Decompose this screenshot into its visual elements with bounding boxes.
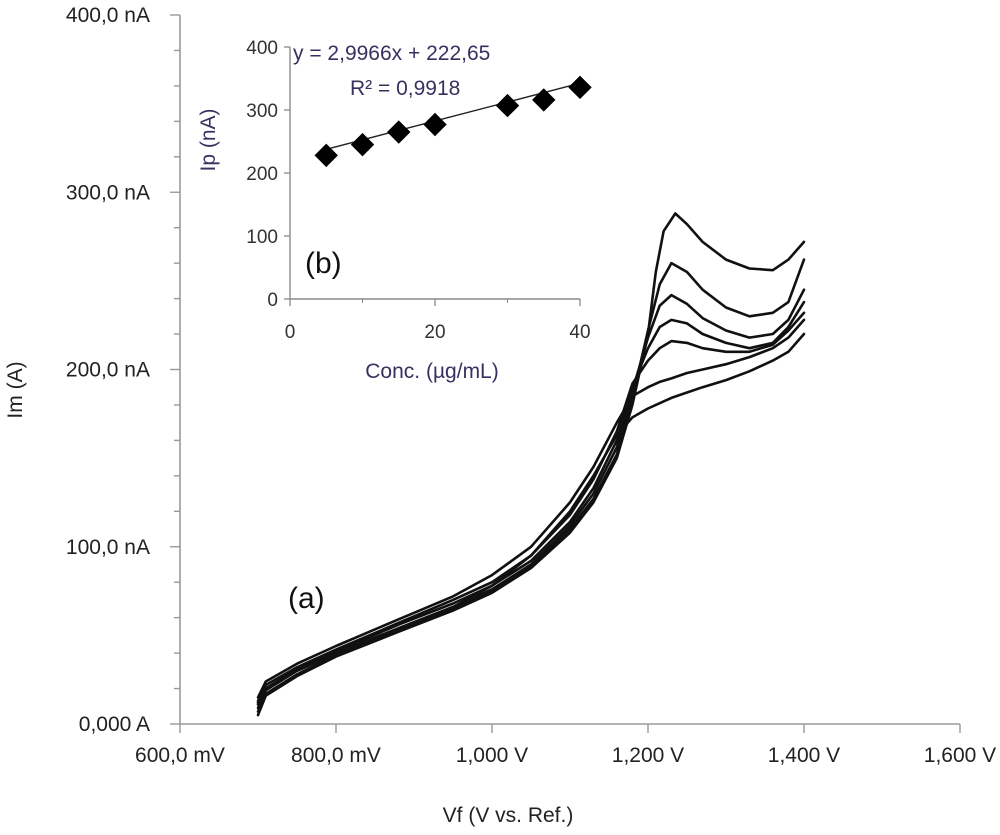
y-tick-label: 300,0 nA [66,181,150,204]
panel-label-a: (a) [288,582,325,615]
inset-panel [210,28,600,388]
inset-x-tick-label: 40 [569,322,590,343]
y-tick-label: 100,0 nA [66,536,150,559]
cv-curve-1 [256,212,806,717]
inset-data-point [495,93,520,118]
cv-curve-4 [256,300,806,706]
trendline-equation: y = 2,9966x + 222,65 [293,42,490,65]
inset-y-tick-label: 200 [246,164,278,185]
main-axes: 0,000 A 100,0 nA 200,0 nA 300,0 nA 400,0 nA 6… [66,4,996,767]
inset-y-tick-label: 0 [267,290,278,311]
inset-x-tick-label: 20 [424,322,445,343]
inset-data-point [387,120,411,144]
inset-data-point [568,75,592,100]
inset-background [210,28,600,388]
y-tick-label: 400,0 nA [66,4,150,27]
inset-y-tick-label: 100 [246,227,278,248]
main-y-axis-title: Im (A) [4,361,27,418]
inset-y-tick-label: 400 [246,38,278,59]
inset-data-point [314,143,338,168]
inset-y-tick-label: 300 [246,101,278,122]
inset-data-point [423,112,447,137]
x-tick-label: 1,400 V [768,744,840,767]
panel-label-b: (b) [305,247,342,280]
inset-x-tick-label: 0 [285,322,296,343]
cv-curve-7 [256,332,806,704]
inset-y-axis-title: Ip (nA) [197,108,220,171]
x-tick-label: 800,0 mV [291,744,381,767]
main-curves [256,212,806,717]
main-x-axis-title: Vf (V vs. Ref.) [443,804,574,827]
x-tick-label: 1,200 V [612,744,684,767]
trendline-r-squared: R² = 0,9918 [350,77,460,100]
y-tick-label: 200,0 nA [66,359,150,382]
inset-axes: 0 100 200 300 400 0 20 40 [246,38,590,343]
x-tick-label: 1,000 V [456,744,528,767]
inset-plot [314,75,592,168]
inset-x-axis-title: Conc. (µg/mL) [365,360,498,383]
inset-data-point [532,88,556,112]
x-tick-label: 600,0 mV [135,744,225,767]
inset-trendline [326,82,581,150]
y-tick-label: 0,000 A [79,713,150,736]
cv-curve-6 [256,318,806,699]
x-tick-label: 1,600 V [924,744,996,767]
inset-data-point [350,132,375,157]
